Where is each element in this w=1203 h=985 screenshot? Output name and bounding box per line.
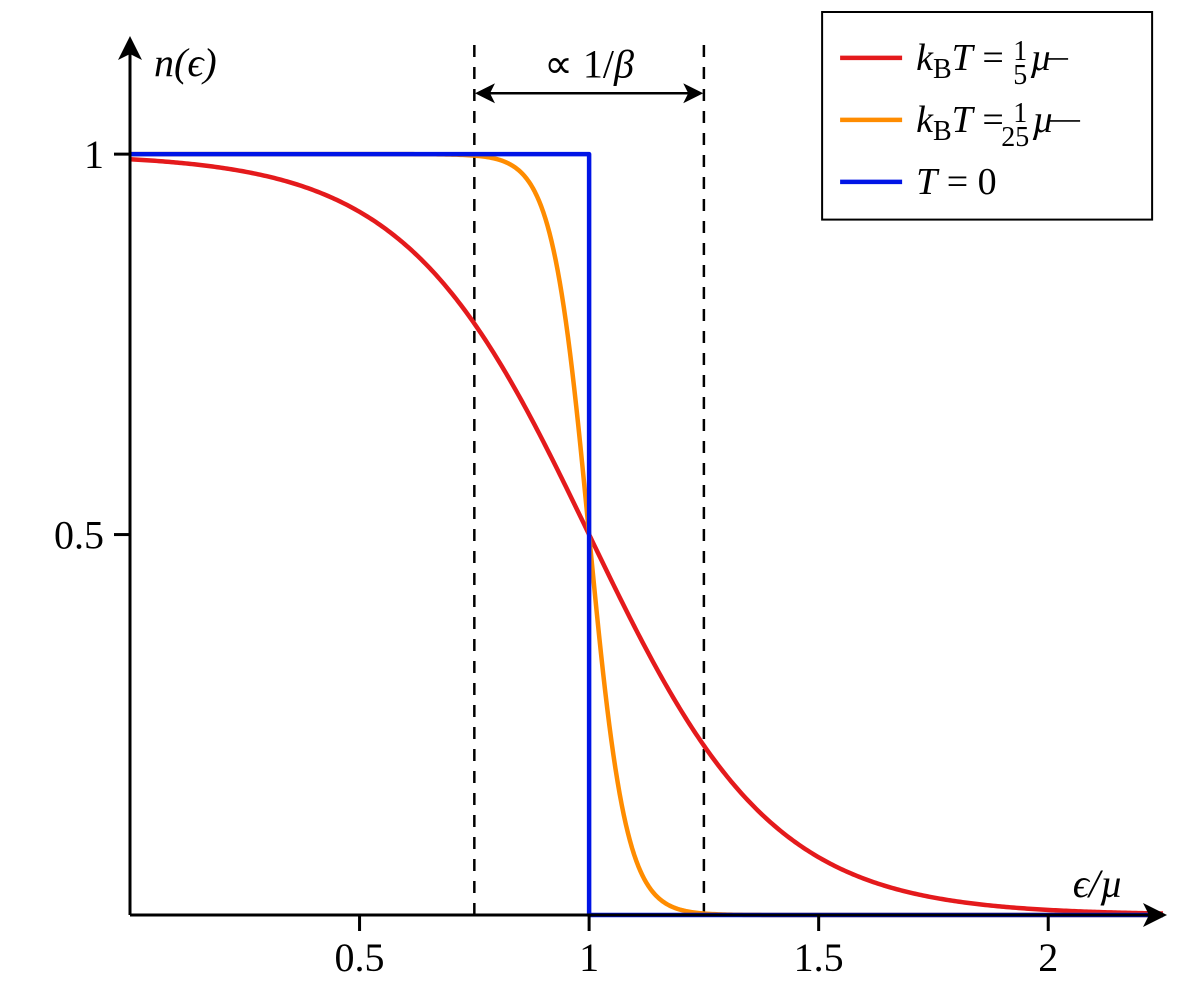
series-red	[130, 159, 1163, 913]
xtick-label: 0.5	[335, 935, 385, 980]
ytick-label: 0.5	[54, 513, 104, 558]
series-blue	[130, 154, 1163, 915]
ytick-label: 1	[84, 132, 104, 177]
xtick-label: 1	[579, 935, 599, 980]
xtick-label: 1.5	[794, 935, 844, 980]
series-orange	[130, 154, 1163, 915]
xtick-label: 2	[1038, 935, 1058, 980]
width-arrow-label: ∝ 1/β	[544, 41, 634, 86]
x-axis-label: ϵ/µ	[1073, 861, 1123, 906]
fermi-dirac-chart: 0.511.520.51ϵ/µn(ϵ)∝ 1/βkBT = 15µkBT = 1…	[0, 0, 1203, 985]
legend-label-blue: T = 0	[916, 161, 997, 203]
y-axis-label: n(ϵ)	[154, 40, 217, 85]
